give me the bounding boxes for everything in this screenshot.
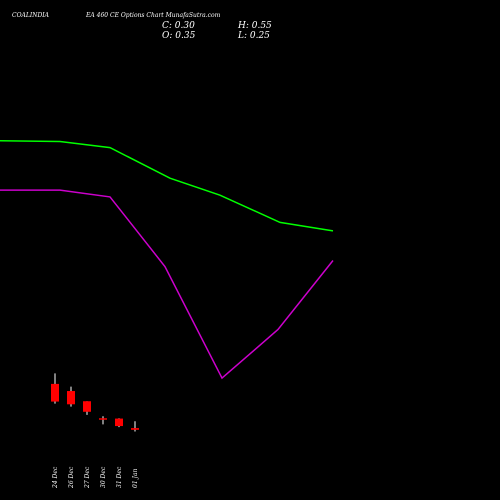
candle: [51, 373, 59, 404]
candle: [83, 401, 91, 415]
series-line-0: [0, 140, 334, 232]
x-axis-ticks: 24 Dec 26 Dec 27 Dec 30 Dec 31 Dec 01 Jan: [52, 466, 139, 489]
x-tick-label: 31 Dec: [116, 466, 123, 488]
candle-body: [131, 428, 139, 430]
chart-description: EA 460 CE Options Chart MunafaSutra.com: [85, 12, 221, 19]
series-line-1: [0, 189, 334, 380]
open-value: O: 0.35: [162, 31, 196, 41]
x-tick-label: 27 Dec: [84, 466, 91, 489]
candles: [51, 373, 139, 432]
close-value: C: 0.30: [162, 21, 195, 31]
moving-average-lines: [0, 140, 334, 380]
x-tick-label: 26 Dec: [68, 466, 75, 489]
high-value: H: 0.55: [237, 21, 272, 31]
x-tick-label: 01 Jan: [132, 468, 139, 488]
candle: [67, 386, 75, 407]
candle-body: [83, 401, 91, 412]
candle: [115, 418, 123, 428]
symbol-label: COALINDIA: [12, 12, 50, 19]
candle-body: [51, 383, 59, 402]
candle: [99, 416, 107, 425]
x-tick-label: 24 Dec: [52, 466, 59, 489]
x-tick-label: 30 Dec: [100, 466, 107, 488]
candle-body: [115, 418, 123, 427]
candle-body: [99, 418, 107, 420]
candle: [131, 421, 139, 432]
candle-body: [67, 391, 75, 405]
low-value: L: 0.25: [237, 31, 270, 41]
